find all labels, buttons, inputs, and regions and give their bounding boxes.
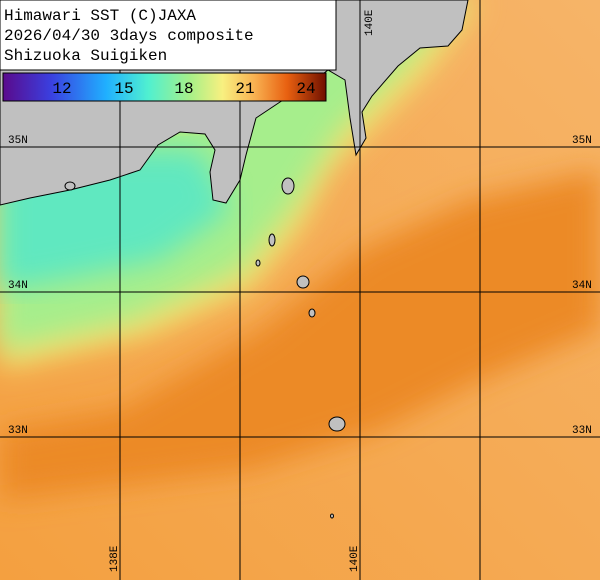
colorbar-label: 21 (235, 80, 254, 98)
colorbar-label: 12 (52, 80, 71, 98)
colorbar-label: 15 (114, 80, 133, 98)
lat-label: 35N (8, 135, 28, 147)
lon-label: 140E (364, 9, 376, 36)
colorbar: 12 15 18 21 24 (2, 72, 327, 102)
colorbar-label: 18 (174, 80, 193, 98)
lat-label: 34N (572, 280, 592, 292)
title-line: Shizuoka Suigiken (4, 47, 167, 65)
lon-label: 138E (109, 545, 121, 572)
lon-label: 140E (349, 545, 361, 572)
lat-label: 35N (572, 135, 592, 147)
title-line: Himawari SST (C)JAXA (4, 7, 196, 25)
title-line: 2026/04/30 3days composite (4, 27, 254, 45)
lat-label: 33N (8, 425, 28, 437)
lat-label: 34N (8, 280, 28, 292)
lat-label: 33N (572, 425, 592, 437)
colorbar-label: 24 (296, 80, 315, 98)
title-box: Himawari SST (C)JAXA 2026/04/30 3days co… (0, 0, 337, 71)
